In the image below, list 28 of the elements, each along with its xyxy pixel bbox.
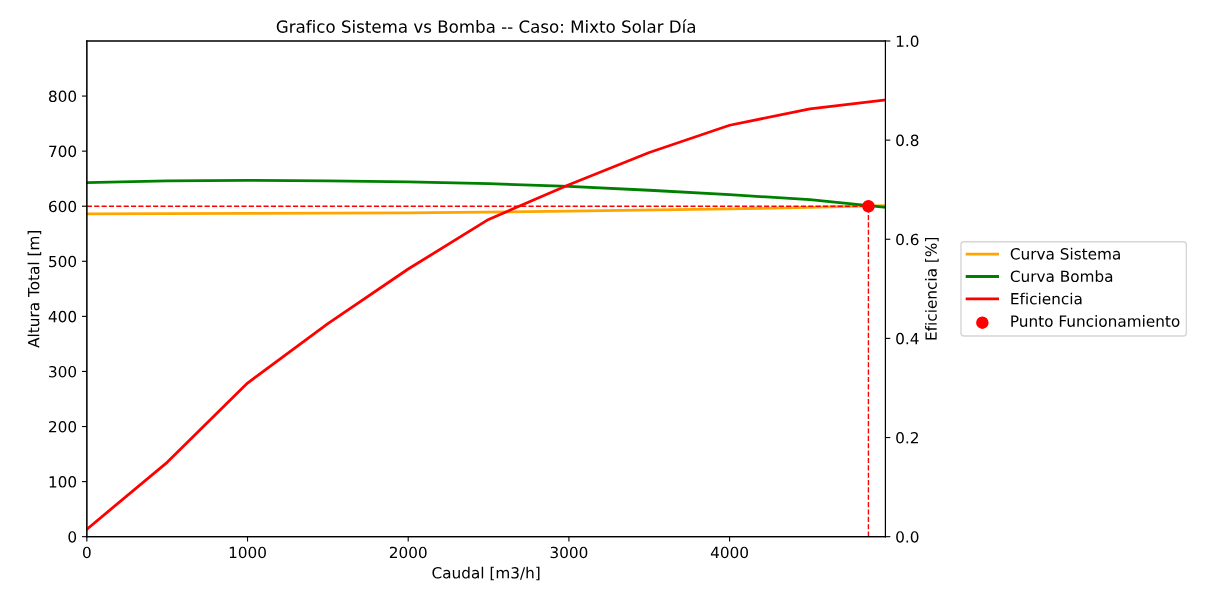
y2-tick-label: 0.8	[896, 134, 919, 147]
y2-tick-label: 0.0	[896, 531, 919, 543]
y-tick-label: 100	[49, 476, 77, 488]
chart-title: Grafico Sistema vs Bomba -- Caso: Mixto Solar Día	[276, 19, 695, 33]
y-tick-label: 800	[48, 90, 77, 103]
x-tick-label: 2000	[389, 546, 427, 559]
x-axis-title: Caudal [m3/h]	[432, 566, 540, 581]
y2-tick-label: 0.6	[896, 233, 919, 246]
x-tick-label: 1000	[229, 546, 266, 559]
x-tick-label: 3000	[550, 546, 588, 559]
y-tick-label: 200	[49, 420, 77, 433]
y-tick-label: 700	[49, 145, 77, 158]
y2-tick-label: 0.2	[896, 432, 918, 444]
y-tick-label: 300	[49, 365, 77, 378]
y-axis-title: Altura Total [m]	[27, 231, 42, 348]
legend-label: Curva Sistema	[1010, 247, 1120, 260]
legend-label: Punto Funcionamiento	[1011, 315, 1180, 327]
y2-axis-title: Eficiencia [%]	[925, 237, 939, 340]
y-tick-label: 500	[49, 255, 77, 268]
y-tick-label: 0	[68, 531, 77, 543]
x-tick-label: 0	[82, 546, 91, 559]
y2-tick-label: 0.4	[896, 332, 919, 345]
legend-label: Eficiencia	[1011, 292, 1082, 305]
y2-tick-label: 1.0	[896, 35, 919, 48]
x-tick-label: 4000	[710, 546, 749, 559]
legend-label: Curva Bomba	[1010, 270, 1113, 283]
y-tick-label: 600	[49, 200, 77, 213]
y-tick-label: 400	[48, 310, 77, 323]
